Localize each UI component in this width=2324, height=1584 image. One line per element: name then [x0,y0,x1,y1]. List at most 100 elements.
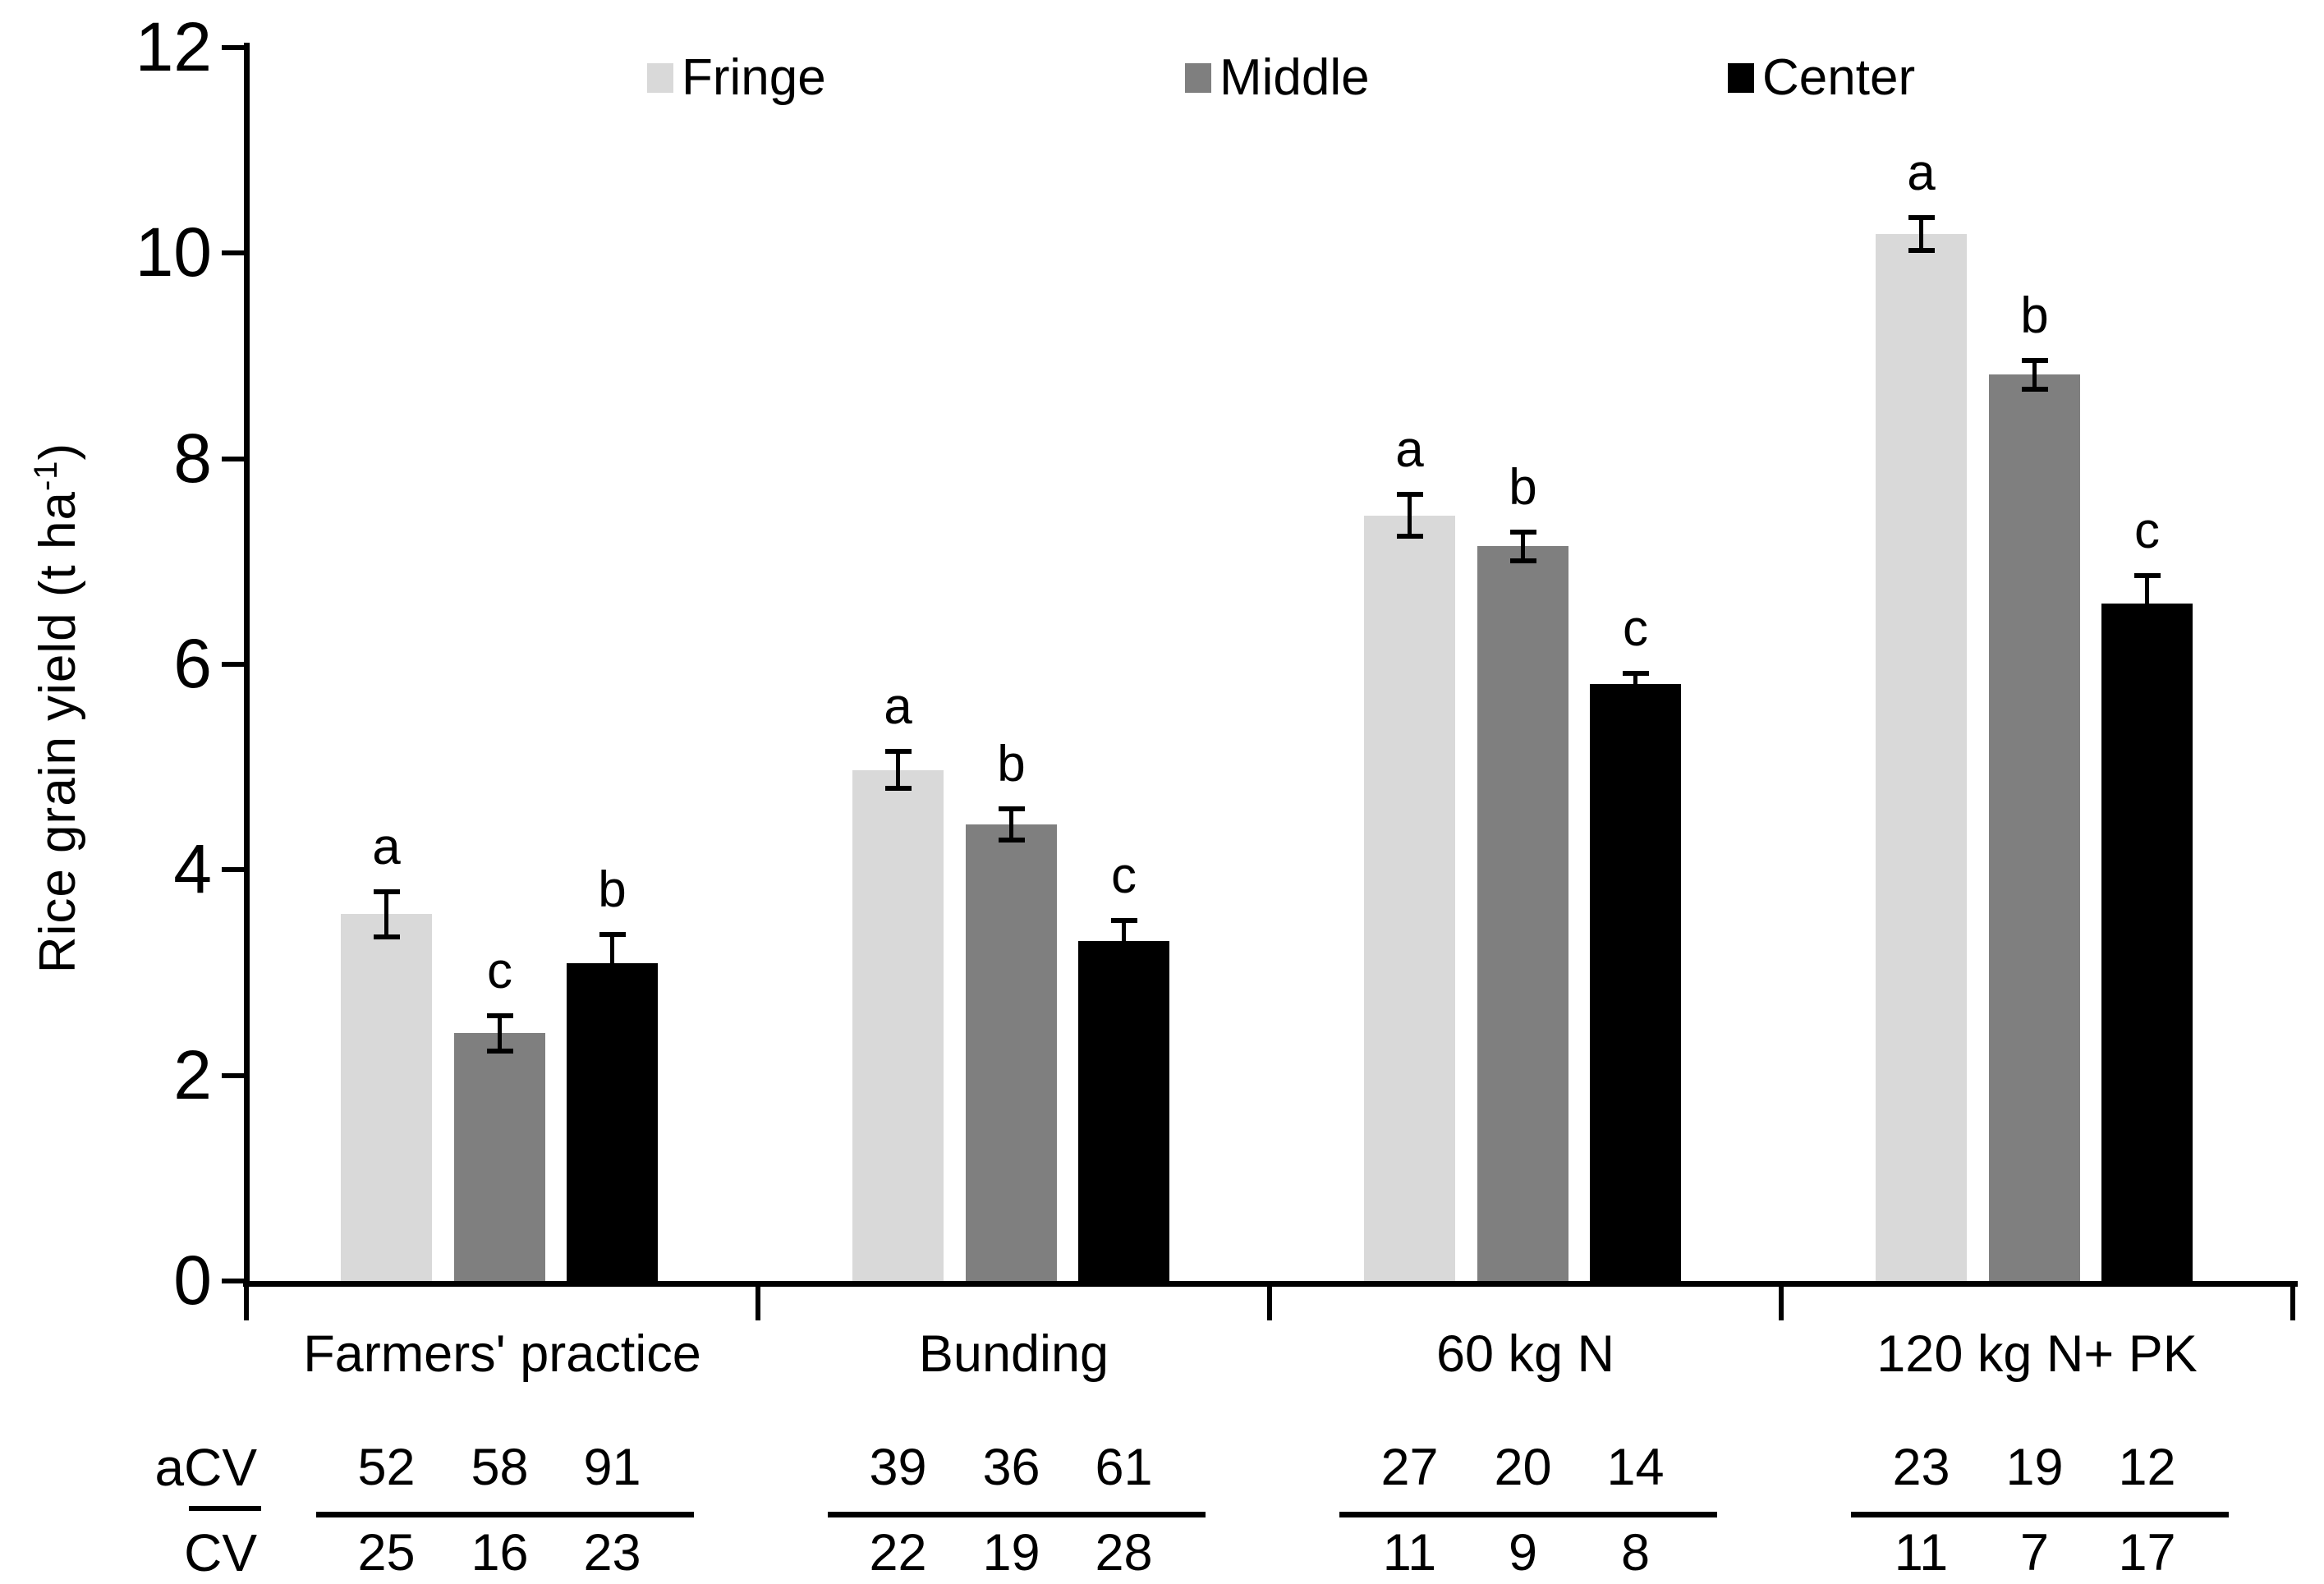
error-bar-cap-bottom [1110,958,1137,964]
cv-value: 28 [1095,1524,1153,1582]
error-bar-cap-top [486,1013,513,1019]
bar-center-2 [1590,683,1681,1281]
acv-value: 36 [982,1439,1040,1496]
acv-value: 27 [1380,1439,1439,1496]
error-bar-cap-top [1622,671,1649,677]
error-bar-cap-bottom [1509,558,1536,563]
cv-value: 16 [471,1524,529,1582]
sig-letter: a [1395,421,1424,479]
y-tick-label: 4 [173,830,212,908]
y-tick-label: 2 [173,1035,212,1113]
cv-value: 23 [583,1524,641,1582]
error-bar-cap-top [373,888,400,894]
bar-fringe-1 [852,769,944,1281]
legend-label: Middle [1219,49,1370,106]
y-axis-title: Rice grain yield (t ha-1) [28,443,87,973]
sig-letter: c [487,943,512,1000]
sig-letter: c [1111,847,1137,904]
sig-letter: b [2020,287,2049,344]
acv-value: 14 [1606,1439,1665,1496]
sig-letter: c [2134,503,2160,560]
cv-value: 7 [2019,1524,2050,1582]
x-category-label: Farmers' practice [303,1325,701,1383]
cv-value: 19 [982,1524,1040,1582]
cv-value: 22 [869,1524,927,1582]
sig-letter: c [1623,600,1648,658]
y-tick-label: 8 [173,419,212,497]
error-bar-cap-top [1396,492,1423,498]
y-tick [222,1279,246,1283]
y-tick-label: 12 [135,8,212,85]
legend-swatch-center [1728,63,1754,93]
error-bar-stem [2032,360,2037,389]
y-tick [222,250,246,256]
bar-fringe-3 [1876,233,1967,1281]
error-bar-cap-top [1908,214,1935,220]
table-divider-line [316,1512,694,1517]
error-bar-stem [1009,809,1013,841]
legend-label: Fringe [682,49,826,106]
x-tick [1779,1281,1784,1320]
error-bar-stem [896,751,900,789]
error-bar-cap-bottom [1622,691,1649,697]
error-bar-stem [1408,494,1412,536]
error-bar-stem [1122,920,1126,962]
y-tick-label: 10 [135,213,212,292]
acv-value: 39 [869,1439,927,1496]
error-bar-cap-bottom [599,989,626,995]
acv-value: 20 [1494,1439,1552,1496]
bar-fringe-2 [1364,515,1455,1281]
error-bar-cap-bottom [2133,628,2161,634]
error-bar-stem [1919,217,1923,250]
acv-value: 91 [583,1439,641,1496]
x-category-label: 120 kg N+ PK [1876,1325,2198,1383]
y-tick [222,1072,246,1078]
y-tick [222,456,246,461]
x-tick [2290,1281,2295,1320]
acv-value: 61 [1095,1439,1153,1496]
error-bar-cap-bottom [884,786,912,792]
sig-letter: a [884,678,912,736]
error-bar-cap-top [2133,573,2161,579]
y-axis-title-close: ) [29,442,86,461]
y-tick-label: 0 [173,1242,212,1319]
bar-center-3 [2101,604,2193,1281]
table-divider-line [1851,1512,2229,1517]
error-bar-cap-bottom [486,1048,513,1054]
y-axis-line [244,43,250,1283]
error-bar-cap-top [1110,917,1137,923]
acv-value: 52 [357,1439,416,1496]
error-bar-cap-bottom [1396,533,1423,539]
error-bar-cap-top [1509,529,1536,535]
error-bar-cap-bottom [998,838,1025,843]
legend-swatch-fringe [647,63,673,93]
bar-center-1 [1078,940,1169,1281]
bar-center-0 [567,963,658,1281]
error-bar-stem [610,934,614,993]
x-category-label: 60 kg N [1435,1325,1615,1383]
acv-value: 58 [471,1439,529,1496]
error-bar-cap-top [2021,357,2048,363]
sig-letter: b [1509,458,1537,516]
cv-value: 25 [357,1524,416,1582]
y-axis-title-sup: -1 [28,460,65,492]
error-bar-cap-bottom [1908,247,1935,253]
y-tick [222,867,246,873]
sig-letter: b [598,861,627,919]
table-row-label-cv: CV [184,1523,257,1582]
error-bar-stem [1521,531,1525,561]
bar-fringe-0 [341,914,432,1281]
table-row-label-acv: aCV [154,1438,258,1497]
error-bar-cap-top [998,806,1025,812]
cv-value: 9 [1508,1524,1538,1582]
y-tick [222,45,246,50]
error-bar-cap-top [884,749,912,755]
acv-value: 12 [2118,1439,2176,1496]
legend-label: Center [1762,49,1916,106]
cv-value: 8 [1620,1524,1651,1582]
table-divider-line [828,1512,1206,1517]
bar-middle-3 [1989,374,2080,1281]
acv-value: 19 [2005,1439,2064,1496]
error-bar-stem [1633,673,1637,695]
sig-letter: a [372,818,401,875]
